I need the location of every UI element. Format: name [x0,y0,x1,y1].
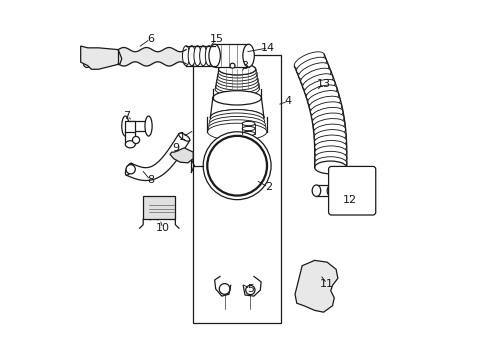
Ellipse shape [219,64,256,75]
Polygon shape [143,196,175,219]
Ellipse shape [242,121,255,126]
Text: 5: 5 [247,284,254,294]
Text: 12: 12 [343,195,357,204]
Text: 4: 4 [284,96,292,107]
Circle shape [318,286,329,297]
Ellipse shape [218,69,257,81]
Ellipse shape [210,110,264,125]
Ellipse shape [315,140,347,153]
Bar [215,44,248,67]
Ellipse shape [209,44,221,67]
Ellipse shape [216,79,259,93]
Ellipse shape [122,116,129,136]
Ellipse shape [216,77,258,90]
Bar [148,202,168,213]
Ellipse shape [308,91,339,106]
Ellipse shape [219,64,256,75]
Bar [317,185,331,197]
Circle shape [245,285,255,295]
Ellipse shape [125,141,135,148]
Text: 15: 15 [209,34,223,44]
Ellipse shape [327,185,336,197]
Bar [125,131,135,144]
Ellipse shape [304,79,335,95]
Polygon shape [81,46,122,69]
Circle shape [82,53,90,61]
Ellipse shape [310,102,342,116]
Ellipse shape [312,113,344,127]
Ellipse shape [215,82,259,96]
Circle shape [220,284,230,294]
Ellipse shape [315,135,346,148]
Ellipse shape [312,107,343,121]
Ellipse shape [298,63,329,80]
Ellipse shape [309,96,341,111]
Ellipse shape [208,120,266,136]
Text: 2: 2 [265,182,272,192]
Ellipse shape [125,163,132,175]
Ellipse shape [209,116,266,133]
Ellipse shape [303,74,333,90]
Ellipse shape [301,68,331,85]
Circle shape [132,136,140,144]
Circle shape [305,270,318,283]
Circle shape [147,214,153,220]
Circle shape [155,214,160,220]
Ellipse shape [306,85,337,101]
Ellipse shape [313,118,345,132]
Ellipse shape [194,46,201,66]
Text: 9: 9 [172,143,179,153]
Ellipse shape [243,44,254,67]
Bar [342,170,363,177]
Circle shape [83,60,91,67]
FancyBboxPatch shape [329,166,376,215]
Text: 1: 1 [179,132,186,142]
Ellipse shape [210,113,265,129]
Ellipse shape [207,123,267,140]
Ellipse shape [312,185,321,197]
Bar [125,121,148,131]
Ellipse shape [315,146,347,159]
Ellipse shape [199,46,207,66]
Polygon shape [295,260,338,312]
Text: 13: 13 [317,78,331,89]
Text: 11: 11 [320,279,334,289]
Polygon shape [170,148,193,163]
Ellipse shape [315,151,347,164]
Ellipse shape [182,46,190,66]
Circle shape [312,299,321,307]
Bar [125,121,135,132]
Circle shape [230,63,235,68]
Bar [342,204,363,211]
Ellipse shape [296,57,327,74]
Ellipse shape [314,130,346,143]
Text: 14: 14 [261,43,275,53]
Ellipse shape [314,124,345,137]
Ellipse shape [179,133,190,141]
Ellipse shape [213,91,262,105]
Ellipse shape [242,131,255,136]
Ellipse shape [210,110,264,125]
Ellipse shape [315,161,347,174]
Ellipse shape [294,52,324,69]
Ellipse shape [205,46,213,66]
Ellipse shape [188,46,196,66]
Text: 7: 7 [123,111,131,121]
Ellipse shape [217,74,258,87]
Text: 10: 10 [156,223,170,233]
Ellipse shape [218,66,256,78]
Circle shape [203,132,271,200]
Ellipse shape [242,126,255,131]
Text: 3: 3 [242,61,248,71]
Ellipse shape [315,157,347,170]
Circle shape [126,165,135,174]
Circle shape [339,177,366,204]
Bar [193,55,281,323]
Ellipse shape [217,71,257,84]
Ellipse shape [145,116,152,136]
Text: 6: 6 [147,34,154,44]
Text: 8: 8 [147,175,154,185]
